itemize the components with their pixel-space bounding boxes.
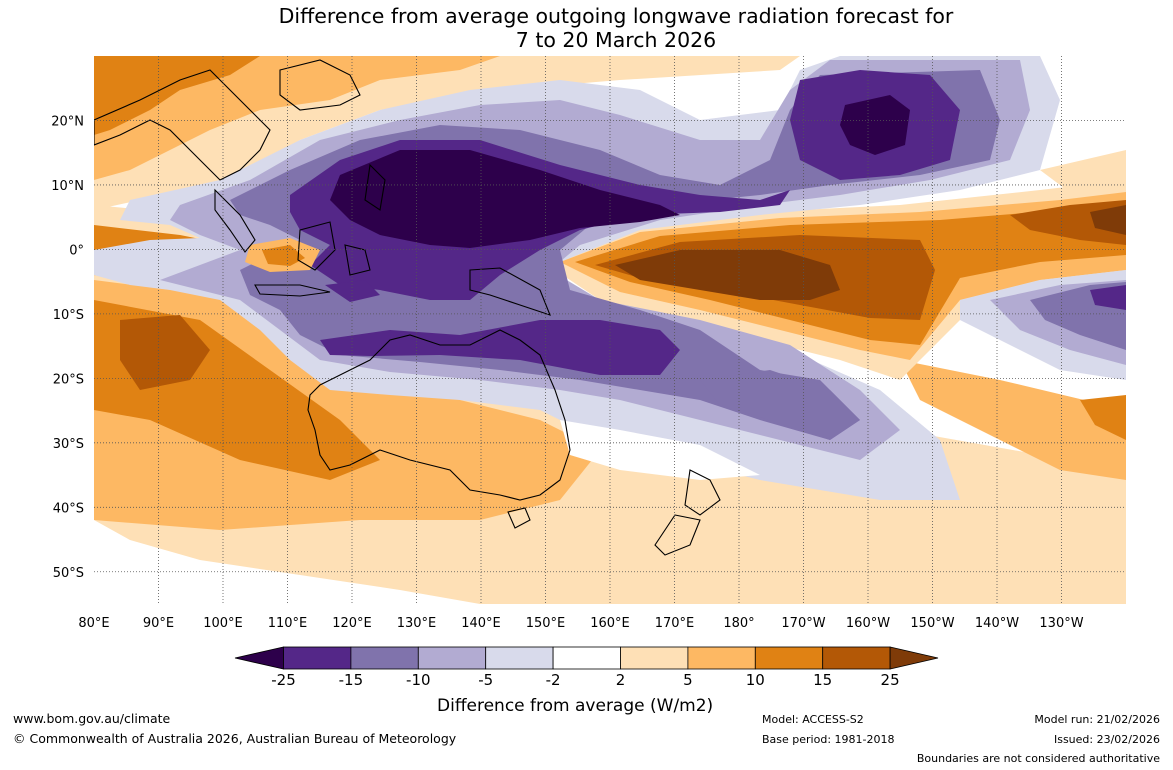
colorbar-tick-label: -10 <box>406 671 431 689</box>
longitude-label: 160°W <box>846 616 890 631</box>
latitude-label: 10°S <box>53 308 84 323</box>
longitude-label: 170°W <box>781 616 825 631</box>
longitude-label: 100°E <box>203 616 243 631</box>
colorbar <box>234 646 939 670</box>
colorbar-segment <box>417 646 487 670</box>
colorbar-tick-label: -15 <box>338 671 364 689</box>
colorbar-segment <box>687 646 756 670</box>
footer-url: www.bom.gov.au/climate <box>13 711 171 726</box>
latitude-label: 40°S <box>53 501 84 516</box>
title-line-2: 7 to 20 March 2026 <box>515 28 717 52</box>
latitude-label: 10°N <box>51 179 84 194</box>
footer-model-run: Model run: 21/02/2026 <box>1034 713 1160 726</box>
longitude-label: 170°E <box>655 616 695 631</box>
colorbar-title: Difference from average (W/m2) <box>437 696 714 716</box>
footer-model: Model: ACCESS-S2 <box>762 713 864 726</box>
colorbar-segment <box>620 646 689 670</box>
colorbar-segment <box>283 646 352 670</box>
longitude-label: 110°E <box>268 616 308 631</box>
colorbar-extend-min <box>234 646 284 670</box>
longitude-label: 150°E <box>526 616 566 631</box>
latitude-label: 50°S <box>53 566 84 581</box>
longitude-label: 160°E <box>590 616 630 631</box>
colorbar-tick-label: 5 <box>683 671 693 689</box>
latitude-label: 30°S <box>53 437 84 452</box>
longitude-label: 150°W <box>910 616 954 631</box>
footer-copyright: © Commonwealth of Australia 2026, Austra… <box>13 731 457 746</box>
longitude-label: 180° <box>723 616 754 631</box>
longitude-label: 140°E <box>461 616 501 631</box>
colorbar-segment <box>822 646 891 670</box>
latitude-label: 20°N <box>51 114 84 129</box>
colorbar-tick-label: -2 <box>545 671 561 689</box>
colorbar-tick-label: 10 <box>745 671 765 689</box>
map-gridlines <box>94 56 1126 604</box>
title-line-1: Difference from average outgoing longwav… <box>278 4 954 28</box>
colorbar-extend-max <box>889 646 939 670</box>
colorbar-segment <box>552 646 621 670</box>
longitude-label: 140°W <box>975 616 1019 631</box>
longitude-label: 130°W <box>1039 616 1083 631</box>
footer-disclaimer: Boundaries are not considered authoritat… <box>916 752 1160 765</box>
colorbar-segment <box>485 646 554 670</box>
longitude-label: 80°E <box>78 616 109 631</box>
colorbar-segment <box>754 646 824 670</box>
colorbar-tick-label: 2 <box>615 671 626 689</box>
latitude-label: 20°S <box>53 372 84 387</box>
footer-issued: Issued: 23/02/2026 <box>1053 733 1160 746</box>
colorbar-tick-label: 25 <box>880 671 900 689</box>
colorbar-tick-label: 15 <box>813 671 833 689</box>
longitude-label: 90°E <box>143 616 174 631</box>
latitude-tick-labels: 20°N 10°N 0° 10°S 20°S 30°S 40°S 50°S <box>51 114 84 580</box>
anomaly-field <box>94 56 1126 604</box>
colorbar-tick-label: -25 <box>271 671 296 689</box>
latitude-label: 0° <box>69 243 84 258</box>
longitude-tick-labels: 80°E 90°E 100°E 110°E 120°E 130°E 140°E 150°E 16… <box>78 616 1083 631</box>
footer-base-period: Base period: 1981-2018 <box>762 733 895 746</box>
colorbar-tick-label: -5 <box>478 671 494 689</box>
longitude-label: 130°E <box>397 616 437 631</box>
map-title: Difference from average outgoing longwav… <box>0 4 1173 52</box>
colorbar-segment <box>350 646 419 670</box>
longitude-label: 120°E <box>332 616 372 631</box>
